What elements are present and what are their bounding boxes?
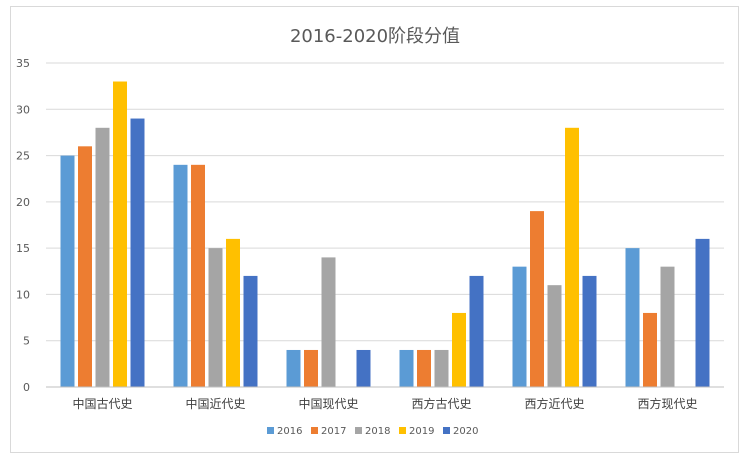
bar-2020-2 <box>356 349 371 387</box>
legend-swatch-2018 <box>355 427 362 434</box>
bar-2018-1 <box>208 248 223 387</box>
bar-2017-2 <box>304 349 318 387</box>
legend-label: 2017 <box>321 426 346 437</box>
legend-label: 2020 <box>453 426 478 437</box>
bar-2017-4 <box>530 211 544 387</box>
legend: 2016 2017 2018 2019 2020 <box>267 426 478 437</box>
bar-2020-3 <box>469 275 484 387</box>
bar-2016-5 <box>625 248 640 387</box>
legend-swatch-2016 <box>267 427 274 434</box>
legend-swatch-2020 <box>443 427 450 434</box>
bar-2016-3 <box>399 349 414 387</box>
y-tick-label: 15 <box>16 242 30 255</box>
bar-2018-4 <box>547 285 562 387</box>
y-tick-label: 30 <box>16 103 30 116</box>
legend-swatch-2019 <box>399 427 406 434</box>
bar-2020-4 <box>582 275 597 387</box>
chart-title: 2016-2020阶段分值 <box>290 26 460 47</box>
category-label: 西方近代史 <box>524 396 584 411</box>
bar-2018-2 <box>321 257 336 387</box>
gridlines <box>46 62 724 342</box>
y-tick-label: 10 <box>16 288 30 301</box>
bar-2017-5 <box>643 312 657 387</box>
bar-2018-3 <box>434 349 449 387</box>
y-tick-label: 5 <box>23 335 30 348</box>
bar-2016-1 <box>173 164 188 387</box>
category-label: 西方古代史 <box>411 396 471 411</box>
legend-label: 2019 <box>409 426 434 437</box>
y-tick-label: 25 <box>16 150 30 163</box>
bar-2016-4 <box>512 266 527 387</box>
bar-2016-0 <box>60 155 75 387</box>
category-label: 中国现代史 <box>298 396 358 411</box>
bar-2019-3 <box>452 312 466 387</box>
bar-2017-0 <box>78 146 92 387</box>
bar-2019-0 <box>113 81 127 387</box>
legend-swatch-2017 <box>311 427 318 434</box>
y-tick-label: 20 <box>16 196 30 209</box>
category-labels: 中国古代史 中国近代史 中国现代史 西方古代史 西方近代史 西方现代史 <box>72 396 697 411</box>
bar-2020-0 <box>130 118 145 388</box>
category-label: 西方现代史 <box>637 396 697 411</box>
bar-2017-3 <box>417 349 431 387</box>
bar-2019-4 <box>565 127 579 388</box>
y-tick-label: 0 <box>23 381 30 394</box>
bar-2018-0 <box>95 127 110 388</box>
bar-2018-5 <box>660 266 675 387</box>
legend-label: 2018 <box>365 426 390 437</box>
bar-2020-1 <box>243 275 258 387</box>
y-tick-label: 35 <box>16 57 30 70</box>
category-label: 中国近代史 <box>185 396 245 411</box>
bar-2016-2 <box>286 349 301 387</box>
bars <box>60 81 710 388</box>
y-axis-ticks: 0 5 10 15 20 25 30 35 <box>16 57 30 394</box>
legend-label: 2016 <box>277 426 302 437</box>
bar-2020-5 <box>695 238 710 387</box>
category-label: 中国古代史 <box>72 396 132 411</box>
bar-2017-1 <box>191 164 205 387</box>
bar-2019-1 <box>226 238 240 387</box>
